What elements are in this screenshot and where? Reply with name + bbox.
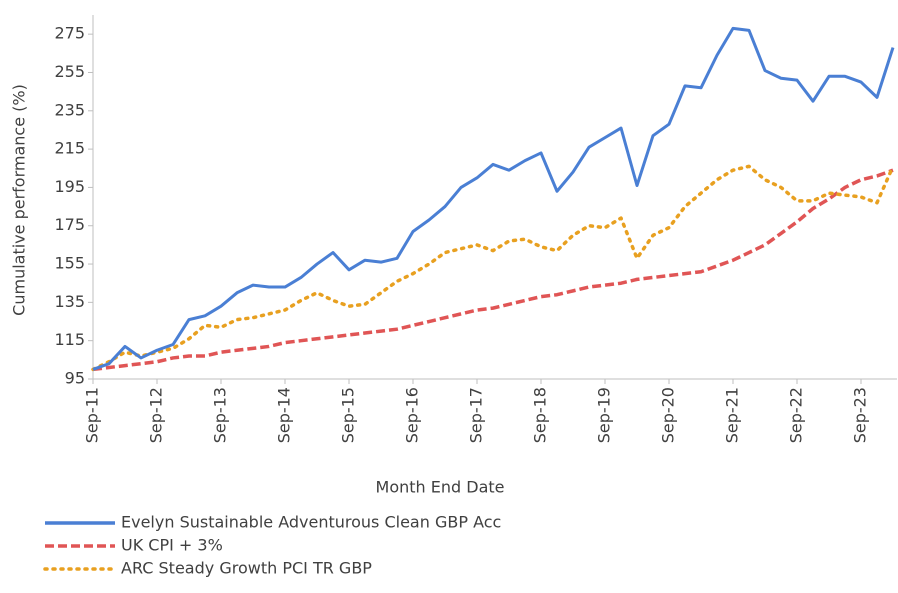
y-tick-label: 175 <box>54 215 85 234</box>
x-tick-label: Sep-13 <box>211 387 230 443</box>
y-tick-label: 275 <box>54 24 85 43</box>
y-axis-title: Cumulative performance (%) <box>10 84 29 316</box>
y-tick-label: 255 <box>54 62 85 81</box>
series-line <box>92 168 894 372</box>
x-tick-label: Sep-16 <box>403 387 422 443</box>
x-tick-label: Sep-18 <box>531 387 550 443</box>
x-tick-label: Sep-19 <box>595 387 614 443</box>
series-line <box>92 26 895 371</box>
y-tick-label: 195 <box>54 177 85 196</box>
y-tick-label: 135 <box>54 292 85 311</box>
x-tick-label: Sep-20 <box>659 387 678 443</box>
x-tick-label: Sep-15 <box>339 387 358 443</box>
y-tick-label: 155 <box>54 254 85 273</box>
x-axis-title: Month End Date <box>376 478 505 497</box>
x-tick-label: Sep-17 <box>467 387 486 443</box>
legend-label: UK CPI + 3% <box>121 536 223 555</box>
x-tick-label: Sep-21 <box>723 387 742 443</box>
y-tick-label: 235 <box>54 100 85 119</box>
legend-label: Evelyn Sustainable Adventurous Clean GBP… <box>121 513 501 532</box>
x-tick-label: Sep-23 <box>851 387 870 443</box>
y-tick-label: 95 <box>65 369 85 388</box>
legend-label: ARC Steady Growth PCI TR GBP <box>121 559 372 578</box>
x-tick-label: Sep-14 <box>275 387 294 443</box>
x-tick-label: Sep-22 <box>787 387 806 443</box>
y-tick-label: 215 <box>54 139 85 158</box>
series-line <box>91 164 895 372</box>
x-tick-label: Sep-11 <box>83 387 102 443</box>
y-tick-label: 115 <box>54 330 85 349</box>
x-tick-label: Sep-12 <box>147 387 166 443</box>
